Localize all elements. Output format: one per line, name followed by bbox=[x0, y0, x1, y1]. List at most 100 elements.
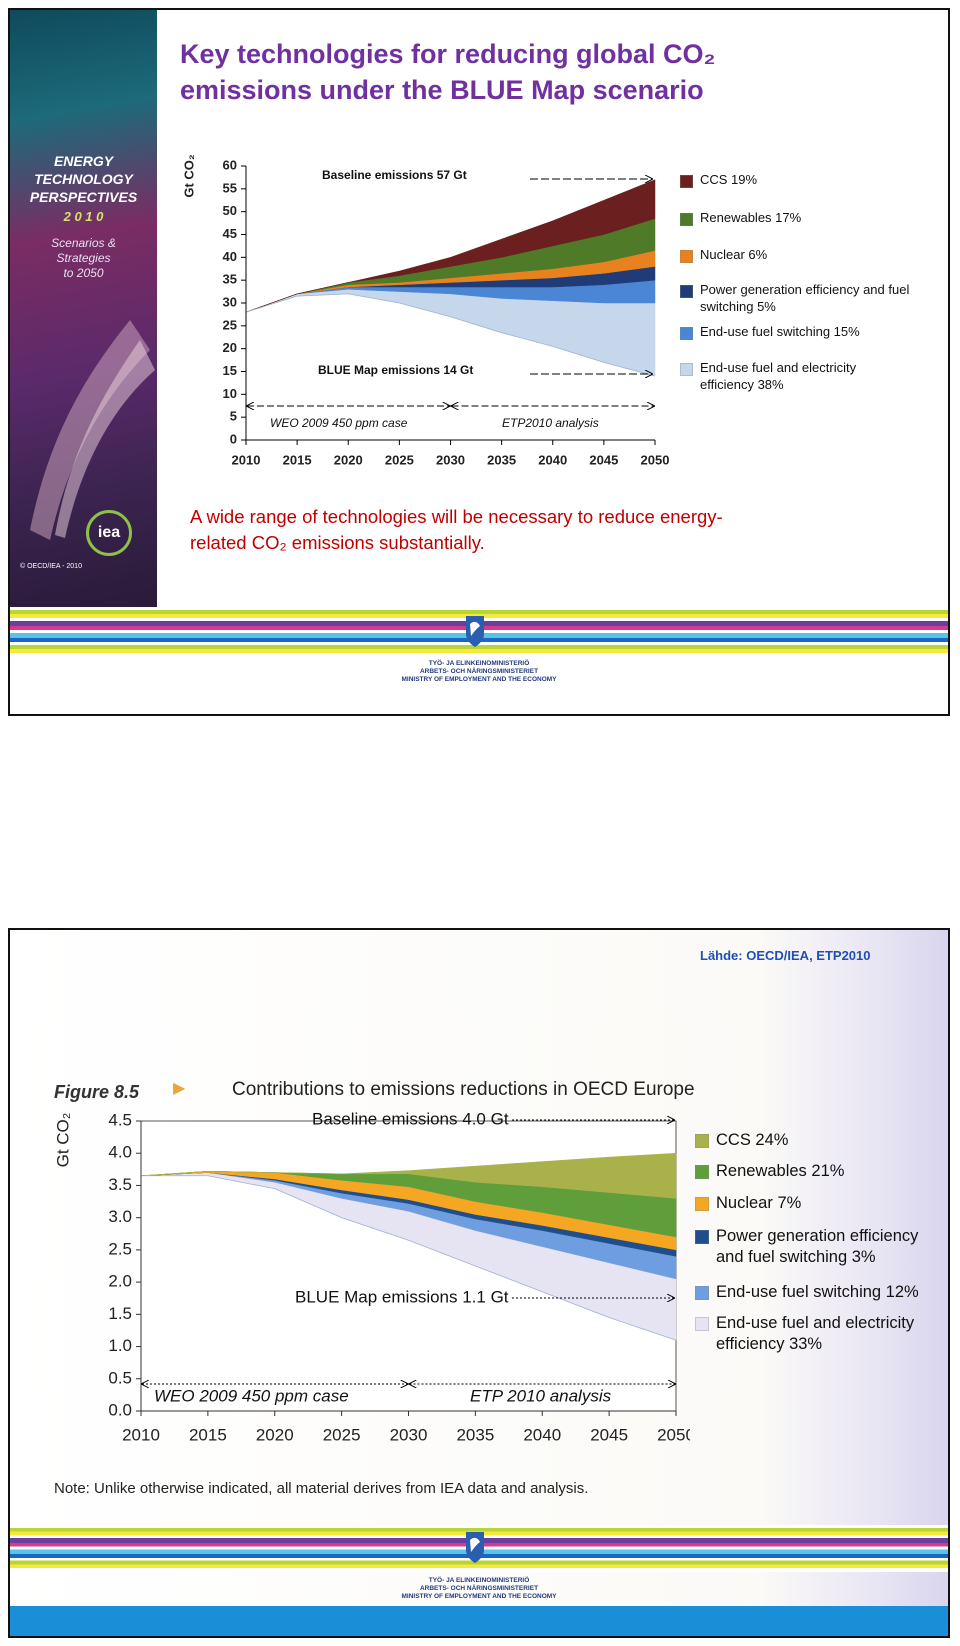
sidebar-subtitle: Scenarios & Strategies to 2050 bbox=[10, 236, 157, 281]
legend-swatch bbox=[680, 363, 693, 377]
sidebar-art bbox=[30, 320, 155, 540]
legend-label: Nuclear 7% bbox=[716, 1194, 802, 1212]
y-tick-label: 4.5 bbox=[108, 1110, 132, 1129]
legend-swatch bbox=[680, 175, 693, 189]
area-segment bbox=[140, 1152, 677, 1199]
title-line: Key technologies for reducing global CO₂ bbox=[180, 39, 716, 69]
iea-logo: iea bbox=[86, 510, 132, 556]
legend-label: CCS 24% bbox=[716, 1131, 789, 1149]
legend-item: Nuclear 7% bbox=[695, 1193, 925, 1214]
blue-map-line bbox=[245, 293, 656, 377]
x-tick-label: 2040 bbox=[538, 452, 567, 467]
x-tick-label: 2030 bbox=[436, 452, 465, 467]
sidebar-line: Strategies bbox=[56, 251, 111, 265]
y-tick-label: 0 bbox=[230, 431, 237, 446]
legend-label: Nuclear 6% bbox=[700, 247, 768, 262]
crest-lion bbox=[470, 621, 480, 636]
x-tick-label: 2025 bbox=[323, 1425, 361, 1444]
ministry-line: ARBETS- OCH NÄRINGSMINISTERIET bbox=[419, 1585, 539, 1592]
legend-item: Power generation efficiency and fuel swi… bbox=[695, 1226, 925, 1269]
legend-item: End-use fuel and electricity efficiency … bbox=[680, 360, 910, 394]
sidebar-year: 2 0 1 0 bbox=[63, 209, 104, 224]
annotation: WEO 2009 450 ppm case bbox=[154, 1386, 349, 1405]
y-tick-label: 3.0 bbox=[108, 1207, 132, 1226]
y-tick-label: 10 bbox=[223, 386, 237, 401]
blue-band bbox=[10, 1606, 948, 1636]
annotation: BLUE Map emissions 1.1 Gt bbox=[295, 1287, 509, 1306]
area-segment bbox=[245, 179, 656, 313]
y-tick-label: 55 bbox=[223, 180, 237, 195]
ministry-line: ARBETS- OCH NÄRINGSMINISTERIET bbox=[419, 668, 539, 675]
legend-swatch bbox=[695, 1165, 709, 1180]
slide-title: Key technologies for reducing global CO₂… bbox=[180, 36, 716, 108]
figure-title: Contributions to emissions reductions in… bbox=[232, 1079, 695, 1100]
y-tick-label: 0.0 bbox=[108, 1400, 132, 1419]
legend-item: Renewables 21% bbox=[695, 1161, 925, 1182]
y-tick-label: 15 bbox=[223, 363, 237, 378]
source: Lähde: OECD/IEA, ETP2010 bbox=[700, 948, 871, 963]
y-tick-label: 40 bbox=[223, 249, 237, 264]
y-tick-label: 25 bbox=[223, 317, 237, 332]
chart: 0.0 0.5 1.0 1.5 2.0 2.5 3.0 3.5 4.0 4.5 2010 2015 20… bbox=[53, 1109, 690, 1444]
sidebar-title: ENERGY TECHNOLOGY PERSPECTIVES 2 0 1 0 bbox=[10, 152, 157, 226]
legend-swatch bbox=[695, 1197, 709, 1212]
y-tick-label: 2.0 bbox=[108, 1272, 132, 1291]
sidebar-line: to 2050 bbox=[63, 266, 104, 280]
figure-arrow: ▶ bbox=[173, 1080, 186, 1097]
x-tick-label: 2035 bbox=[487, 452, 516, 467]
legend-item: Power generation efficiency and fuel swi… bbox=[680, 282, 910, 316]
sidebar-line: ENERGY bbox=[53, 153, 114, 169]
legend-label: CCS 19% bbox=[700, 172, 758, 187]
x-tick-label: 2025 bbox=[385, 452, 414, 467]
x-tick-label: 2010 bbox=[122, 1425, 160, 1444]
legend-swatch bbox=[695, 1134, 709, 1149]
x-tick-label: 2010 bbox=[232, 452, 261, 467]
legend-label: Power generation efficiency and fuel swi… bbox=[700, 282, 910, 314]
x-tick-label: 2045 bbox=[589, 452, 618, 467]
annotation: ETP2010 analysis bbox=[502, 416, 599, 430]
x-tick-label: 2050 bbox=[641, 452, 670, 467]
y-tick-label: 5 bbox=[230, 409, 237, 424]
sidebar-line: PERSPECTIVES bbox=[29, 189, 138, 205]
sidebar-line: TECHNOLOGY bbox=[34, 171, 133, 187]
copyright: © OECD/IEA - 2010 bbox=[20, 563, 82, 570]
y-tick-label: 3.5 bbox=[108, 1175, 132, 1194]
legend-item: Renewables 17% bbox=[680, 210, 910, 227]
swirl bbox=[55, 340, 155, 538]
legend-swatch bbox=[695, 1286, 709, 1301]
ministry-name: TYÖ- JA ELINKEINOMINISTERIÖ ARBETS- OCH … bbox=[10, 660, 948, 684]
annotation: Baseline emissions 4.0 Gt bbox=[312, 1109, 509, 1128]
crest-shape bbox=[466, 1532, 484, 1563]
y-tick-label: 2.5 bbox=[108, 1239, 132, 1258]
y-tick-label: 4.0 bbox=[108, 1143, 132, 1162]
ministry-name: TYÖ- JA ELINKEINOMINISTERIÖ ARBETS- OCH … bbox=[10, 1577, 948, 1601]
sidebar-line: Scenarios & bbox=[51, 236, 116, 250]
legend-label: Renewables 21% bbox=[716, 1162, 845, 1180]
x-tick-label: 2020 bbox=[334, 452, 363, 467]
legend-label: End-use fuel switching 15% bbox=[700, 324, 860, 339]
y-tick-label: 0.5 bbox=[108, 1368, 132, 1387]
y-tick-label: 1.5 bbox=[108, 1304, 132, 1323]
annotation: Baseline emissions 57 Gt bbox=[322, 168, 467, 182]
blue-map-line bbox=[141, 1175, 677, 1341]
crest-shape bbox=[466, 616, 484, 647]
title-line: emissions under the BLUE Map scenario bbox=[180, 75, 704, 105]
legend-item: CCS 24% bbox=[695, 1130, 925, 1151]
legend-swatch bbox=[680, 250, 693, 264]
ministry-line: MINISTRY OF EMPLOYMENT AND THE ECONOMY bbox=[401, 1593, 557, 1600]
legend-swatch bbox=[680, 327, 693, 341]
slide-1: ENERGY TECHNOLOGY PERSPECTIVES 2 0 1 0 S… bbox=[8, 8, 950, 716]
annotation: BLUE Map emissions 14 Gt bbox=[318, 363, 473, 377]
annotation: WEO 2009 450 ppm case bbox=[270, 416, 408, 430]
ministry-line: TYÖ- JA ELINKEINOMINISTERIÖ bbox=[428, 1577, 530, 1584]
crest bbox=[466, 616, 484, 647]
legend-swatch bbox=[680, 213, 693, 227]
crest-lion bbox=[470, 1537, 480, 1552]
x-tick-label: 2050 bbox=[657, 1425, 690, 1444]
figure-label: Figure 8.5 bbox=[54, 1082, 140, 1102]
x-tick-label: 2020 bbox=[256, 1425, 294, 1444]
legend-label: End-use fuel switching 12% bbox=[716, 1283, 919, 1301]
statement-line: A wide range of technologies will be nec… bbox=[190, 506, 723, 527]
legend-label: Power generation efficiency and fuel swi… bbox=[716, 1227, 919, 1267]
